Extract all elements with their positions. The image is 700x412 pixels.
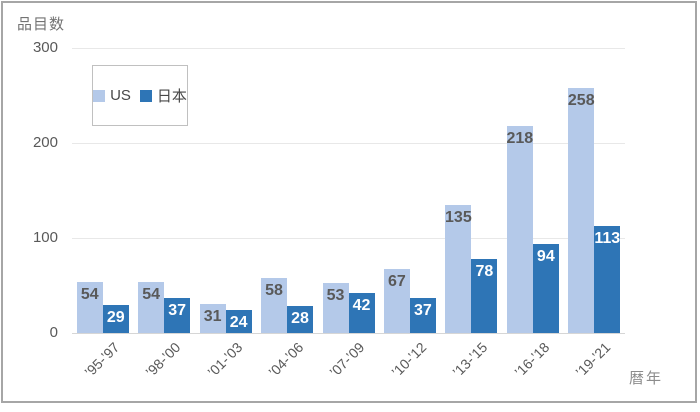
bar-value-label: 42 xyxy=(352,297,371,314)
legend-swatch xyxy=(139,89,152,102)
bar-value-label: 218 xyxy=(506,130,534,147)
bar-value-label: 94 xyxy=(536,248,555,265)
us-bar: 31 xyxy=(199,304,226,333)
legend-item-japan: 日本 xyxy=(139,85,187,106)
legend-label: US xyxy=(110,87,131,104)
legend-swatch xyxy=(93,89,106,102)
plot-area: 54 29 54 37 31 24 58 28 53 42 67 37 135 78 218 94 258 113 xyxy=(72,48,625,334)
bar-value-label: 54 xyxy=(80,286,99,303)
bar-value-label: 67 xyxy=(388,273,406,290)
chart-frame: 品目数 0 100 200 300 54 29 54 37 31 24 58 28 53 42 67 37 1… xyxy=(1,1,697,403)
bar-value-label: 28 xyxy=(291,310,309,327)
x-tick-label-text: ’95-’97 xyxy=(80,339,123,381)
japan-bar: 37 xyxy=(409,298,436,333)
legend-item-us: US xyxy=(93,87,131,104)
bar-value-label: 53 xyxy=(326,287,345,304)
x-tick-label-text: ’10-’12 xyxy=(388,339,430,381)
us-bar: 54 xyxy=(138,282,165,333)
gridline xyxy=(72,48,625,49)
bar-value-label: 135 xyxy=(445,209,472,226)
bar-value-label: 258 xyxy=(567,92,595,109)
us-bar: 135 xyxy=(445,205,472,333)
us-bar: 258 xyxy=(567,88,595,333)
y-tick-label: 300 xyxy=(32,39,58,56)
bar-value-label: 37 xyxy=(414,302,432,319)
gridline xyxy=(72,143,625,144)
bar-value-label: 54 xyxy=(142,286,161,303)
us-bar: 218 xyxy=(506,126,534,333)
x-tick-label-text: ’16-’18 xyxy=(511,339,553,381)
x-tick-label-text: ’07-’09 xyxy=(326,339,368,381)
us-bar: 67 xyxy=(383,269,410,333)
us-bar: 53 xyxy=(322,283,349,333)
bar-value-label: 37 xyxy=(168,302,187,319)
bar-value-label: 29 xyxy=(106,309,125,326)
y-tick-label: 0 xyxy=(49,324,58,341)
legend: US 日本 xyxy=(92,65,188,126)
japan-bar: 113 xyxy=(594,226,621,333)
x-tick-label-text: ’19-’21 xyxy=(572,339,614,381)
japan-bar: 94 xyxy=(532,244,559,333)
x-tick-label-text: ’13-’15 xyxy=(449,339,491,381)
gridline xyxy=(72,238,625,239)
bar-value-label: 31 xyxy=(203,308,222,325)
japan-bar: 37 xyxy=(164,298,191,333)
us-bar: 58 xyxy=(261,278,288,333)
x-axis-title: 暦年 xyxy=(629,370,664,387)
x-tick-label-text: ’98-’00 xyxy=(142,339,184,381)
bar-value-label: 24 xyxy=(229,314,248,331)
japan-bar: 78 xyxy=(471,259,498,333)
legend-label: 日本 xyxy=(156,88,187,105)
y-tick-label: 100 xyxy=(32,229,58,246)
japan-bar: 29 xyxy=(102,305,129,333)
x-tick-label-text: ’04-’06 xyxy=(265,339,307,381)
y-axis-title: 品目数 xyxy=(17,16,66,33)
y-tick-label: 200 xyxy=(32,134,58,151)
us-bar: 54 xyxy=(76,282,103,333)
japan-bar: 42 xyxy=(348,293,375,333)
x-tick-label-text: ’01-’03 xyxy=(203,339,245,381)
japan-bar: 28 xyxy=(287,306,314,333)
bar-value-label: 78 xyxy=(475,263,494,280)
japan-bar: 24 xyxy=(225,310,252,333)
bar-value-label: 113 xyxy=(594,230,621,247)
bar-value-label: 58 xyxy=(265,282,283,299)
